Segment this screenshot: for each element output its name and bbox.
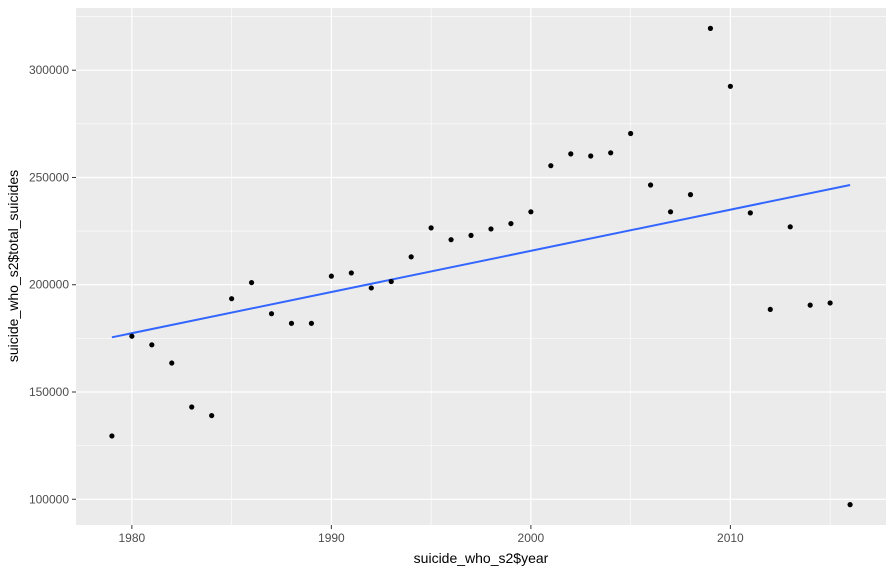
y-tick-label: 300000 xyxy=(29,63,69,77)
y-tick-label: 100000 xyxy=(29,492,69,506)
data-point xyxy=(528,209,534,215)
data-point xyxy=(747,210,753,216)
data-point xyxy=(628,130,634,137)
data-point xyxy=(149,342,155,348)
data-point xyxy=(109,433,115,439)
tick-marks xyxy=(72,69,731,529)
data-point xyxy=(189,404,195,410)
data-point xyxy=(488,226,494,232)
data-point xyxy=(588,153,594,159)
data-point xyxy=(229,296,235,302)
y-tick-label: 200000 xyxy=(29,278,69,292)
x-axis-title: suicide_who_s2$year xyxy=(414,550,549,566)
data-point xyxy=(308,320,315,326)
data-point xyxy=(468,232,474,238)
x-tick-label: 2010 xyxy=(717,531,744,545)
data-point xyxy=(348,270,354,276)
data-point xyxy=(248,279,255,286)
plot-panel xyxy=(76,8,886,525)
data-point xyxy=(508,220,514,227)
data-points xyxy=(109,25,853,508)
data-point xyxy=(647,182,654,188)
data-point xyxy=(847,502,853,508)
data-point xyxy=(687,192,694,198)
minor-gridlines xyxy=(76,8,886,525)
major-gridlines xyxy=(76,8,886,525)
x-tick-label: 2000 xyxy=(518,531,545,545)
trend-line xyxy=(111,184,851,339)
y-tick-label: 150000 xyxy=(29,385,69,399)
data-point xyxy=(787,224,793,230)
data-point xyxy=(169,360,175,366)
data-point xyxy=(667,209,674,215)
data-point xyxy=(408,254,414,260)
x-tick-label: 1990 xyxy=(318,531,345,545)
x-tick-labels: 1980 1990 2000 2010 xyxy=(119,531,745,545)
data-point xyxy=(568,151,574,157)
data-point xyxy=(767,306,773,313)
data-point xyxy=(288,320,295,326)
x-tick-label: 1980 xyxy=(119,531,146,545)
data-point xyxy=(707,25,714,31)
data-point xyxy=(548,163,554,169)
y-axis-title: suicide_who_s2$total_suicides xyxy=(5,170,21,362)
data-point xyxy=(608,150,614,156)
data-point xyxy=(388,278,394,285)
data-point xyxy=(807,302,813,308)
data-point xyxy=(328,273,334,279)
data-point xyxy=(209,412,215,419)
y-tick-labels: 100000 150000 200000 250000 300000 xyxy=(29,63,69,506)
data-point xyxy=(827,300,833,306)
data-point xyxy=(129,333,135,339)
data-point xyxy=(368,285,374,291)
data-point xyxy=(727,83,733,89)
data-point xyxy=(268,311,275,317)
data-point xyxy=(428,225,434,231)
data-point xyxy=(448,237,454,243)
trend-line-group xyxy=(111,184,851,339)
y-tick-label: 250000 xyxy=(29,170,69,184)
